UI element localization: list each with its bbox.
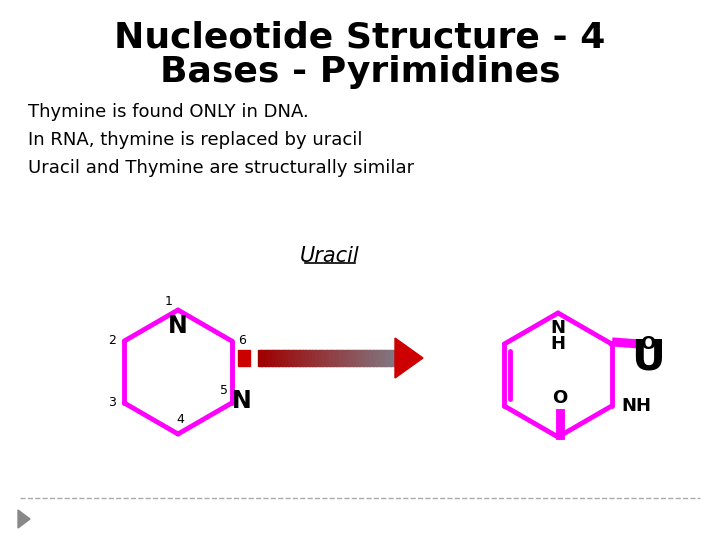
Bar [302,350,306,366]
Bar [386,350,391,366]
Text: 5: 5 [220,384,228,397]
Text: O: O [552,389,567,407]
Bar [275,350,279,366]
Text: N: N [168,314,188,338]
Bar [332,350,337,366]
Bar [353,350,357,366]
Bar [238,350,250,366]
Polygon shape [18,510,30,528]
Text: Nucleotide Structure - 4: Nucleotide Structure - 4 [114,21,606,55]
Bar [369,350,374,366]
Bar [343,350,347,366]
Bar [258,350,262,366]
Bar [315,350,320,366]
Bar [305,350,310,366]
Bar [261,350,266,366]
Text: N: N [232,389,251,413]
Bar [312,350,316,366]
Bar [359,350,364,366]
Text: N: N [551,319,565,337]
Bar [309,350,313,366]
Bar [271,350,276,366]
Text: O: O [640,335,655,353]
Bar [349,350,354,366]
Bar [319,350,323,366]
Bar [329,350,333,366]
Bar [363,350,367,366]
Bar [282,350,286,366]
Bar [376,350,380,366]
Bar [390,350,394,366]
Text: 4: 4 [176,413,184,426]
Bar [356,350,360,366]
Bar [322,350,326,366]
Text: Uracil and Thymine are structurally similar: Uracil and Thymine are structurally simi… [28,159,414,177]
Bar [346,350,350,366]
Bar [339,350,343,366]
Text: 2: 2 [109,334,117,348]
Text: NH: NH [621,397,652,415]
Text: U: U [631,337,665,379]
Bar [299,350,303,366]
Text: Uracil: Uracil [300,246,360,266]
Text: Bases - Pyrimidines: Bases - Pyrimidines [160,55,560,89]
Bar [373,350,377,366]
Text: H: H [551,335,565,353]
Text: 1: 1 [165,295,173,308]
Text: 6: 6 [238,334,246,348]
Text: In RNA, thymine is replaced by uracil: In RNA, thymine is replaced by uracil [28,131,362,149]
Bar [265,350,269,366]
Bar [366,350,370,366]
Bar [289,350,293,366]
Bar [292,350,296,366]
Text: 3: 3 [109,396,117,409]
Bar [325,350,330,366]
Bar [278,350,283,366]
Bar [379,350,384,366]
Bar [336,350,340,366]
Bar [295,350,300,366]
Text: Thymine is found ONLY in DNA.: Thymine is found ONLY in DNA. [28,103,309,121]
Bar [268,350,272,366]
Polygon shape [395,338,423,378]
Bar [285,350,289,366]
Bar [383,350,387,366]
